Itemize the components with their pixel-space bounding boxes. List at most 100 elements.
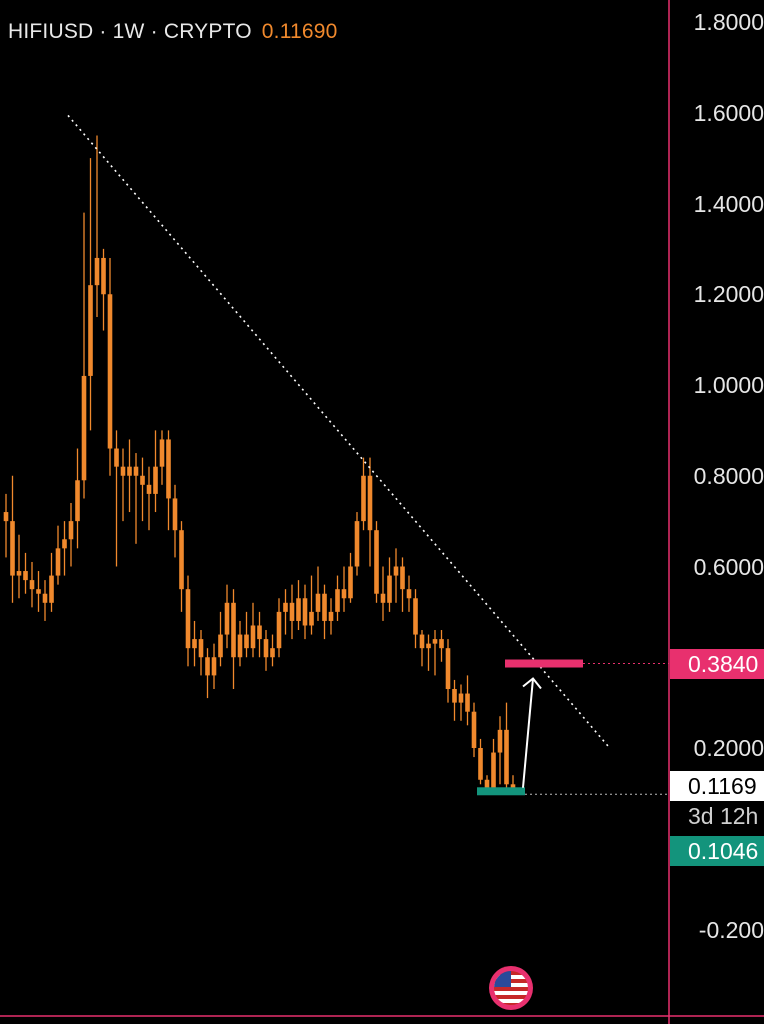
candle-body [224,602,230,635]
candle-body [42,593,48,603]
candle-body [510,784,516,789]
header-last-price: 0.11690 [261,20,338,43]
candle-body [120,466,126,476]
candle-body [205,657,210,676]
flag-canton [494,971,511,987]
price-tick-label: 1.8000 [693,9,764,35]
candle-body [114,448,119,467]
candle-body [484,779,490,789]
price-tick-label: -0.200 [698,916,764,943]
candle-body [445,648,451,690]
price-tick-label: 1.2000 [693,281,764,308]
candle-body [68,521,74,540]
arrow-line [522,678,534,788]
candle-body [81,375,87,481]
symbol-title[interactable]: HIFIUSD · 1W · CRYPTO [8,20,252,43]
candle-body [62,539,67,549]
candle-body [387,575,392,603]
candle-body [315,593,321,612]
candle-body [107,294,113,449]
candle-body [491,752,496,789]
candle-body [250,625,256,649]
candle-body [497,729,503,753]
candle-body [348,566,353,599]
candle-body [153,466,158,494]
candle-body [211,657,217,676]
candle-body [10,521,15,576]
support-zone[interactable] [477,787,525,796]
candle-body [419,634,425,649]
candle-body [3,512,9,522]
candle-body [367,475,373,531]
candle-body [328,611,334,621]
price-tick-label: 1.4000 [693,190,764,217]
candle-body [185,589,191,649]
candle-body [341,589,347,599]
candle-body [263,639,269,658]
arrow-head [522,677,542,690]
candle-body [452,689,457,703]
candle-body [198,639,204,658]
candle-body [49,575,54,603]
candle-body [101,257,106,295]
candle-body [192,639,197,649]
candle-body [270,648,275,658]
candle-body [88,285,93,376]
current-price-tag: 0.1169 [670,771,764,801]
candle-body [283,602,288,612]
candle-body [218,634,223,658]
candle-body [309,611,314,626]
candle-countdown: 3d 12h [670,801,764,831]
candle-body [146,484,152,494]
price-tick-label: 0.6000 [693,553,764,580]
candle-body [335,589,340,612]
candle-body [413,598,418,635]
candle-body [231,602,236,658]
chart-header: HIFIUSD · 1W · CRYPTO 0.11690 [8,20,338,44]
candle-body [426,643,431,649]
candle-body [29,580,35,590]
candle-body [179,530,184,590]
candle-body [172,498,178,531]
candle-body [23,571,28,581]
price-tick-label: 1.0000 [693,372,764,398]
candle-body [133,466,139,476]
candle-body [393,566,399,576]
candle-body [94,257,100,286]
candle-body [361,475,366,522]
candle-body [127,466,132,476]
candle-body [296,598,301,621]
up-arrow-annotation[interactable] [522,677,542,788]
candle-body [140,475,145,485]
candle-body [36,589,41,594]
candle-body [237,634,243,658]
candle-body [159,439,165,467]
candles [3,135,516,794]
candle-body [257,625,262,640]
candle-body [478,748,483,780]
candle-body [322,593,327,621]
candle-body [504,729,509,785]
us-flag-icon[interactable] [489,966,533,1010]
price-tick-label: 0.2000 [693,735,764,761]
target-zone[interactable] [505,659,583,668]
candle-body [400,566,405,590]
candle-body [432,639,438,644]
candle-body [354,521,360,567]
candle-body [55,548,61,576]
descending-trendline[interactable] [67,114,609,747]
candle-body [75,480,80,522]
candle-body [374,530,379,594]
candle-body [458,693,464,703]
candle-body [406,589,412,599]
candle-body [166,439,171,499]
candle-body [16,571,22,576]
target-price-tag: 0.3840 [670,649,764,679]
candle-body [380,593,386,603]
candle-body [471,711,477,748]
candle-body [465,693,470,712]
candle-body [289,602,295,621]
candle-body [302,598,308,626]
support-price-tag: 0.1046 [670,836,764,866]
